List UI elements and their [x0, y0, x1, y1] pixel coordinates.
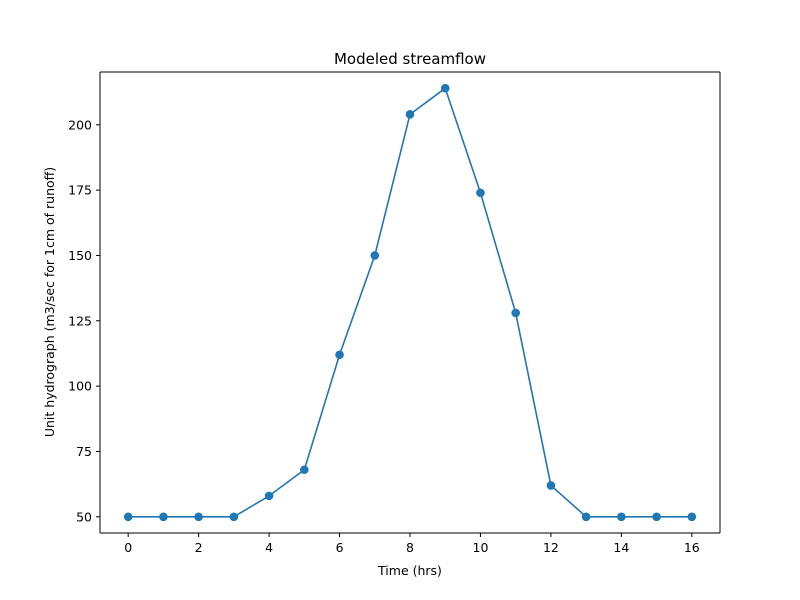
data-point-marker [476, 188, 485, 198]
chart-title: Modeled streamflow [334, 50, 486, 68]
x-tick-label: 16 [684, 540, 700, 555]
data-point-marker [405, 110, 415, 119]
x-tick-label: 10 [473, 540, 489, 555]
x-tick-label: 14 [613, 540, 629, 555]
y-tick-label: 150 [68, 248, 92, 263]
x-tick-label: 2 [195, 540, 203, 555]
x-axis-label: Time (hrs) [377, 563, 442, 578]
data-point-marker [687, 512, 697, 522]
data-point-marker [370, 251, 380, 260]
data-point-marker [194, 512, 203, 522]
data-point-marker [652, 512, 661, 522]
data-point-marker [229, 512, 239, 522]
y-axis-ticks: 50 75 100 125 150 175 200 [68, 117, 100, 524]
y-tick-label: 175 [68, 183, 92, 198]
y-tick-label: 50 [76, 509, 92, 524]
data-point-marker [617, 512, 626, 522]
x-tick-label: 0 [124, 540, 132, 555]
x-tick-label: 12 [543, 540, 559, 555]
data-point-marker [123, 512, 133, 522]
data-point-marker [300, 465, 309, 475]
y-tick-label: 125 [68, 313, 92, 328]
data-point-marker [264, 491, 274, 501]
plot-area [100, 72, 720, 533]
data-point-marker [581, 512, 591, 522]
y-tick-label: 100 [68, 379, 92, 394]
data-point-marker [440, 83, 450, 93]
x-axis-ticks: 0 2 4 6 8 10 12 14 16 [124, 533, 700, 555]
x-tick-label: 6 [336, 540, 344, 555]
data-point-marker [511, 308, 520, 318]
data-point-marker [546, 481, 556, 490]
series-layer [123, 83, 697, 522]
x-tick-label: 8 [406, 540, 414, 555]
x-tick-label: 4 [265, 540, 273, 555]
data-point-marker [159, 512, 168, 522]
data-point-marker [335, 350, 344, 360]
y-axis-label: Unit hydrograph (m3/sec for 1cm of runof… [42, 167, 57, 437]
axes-frame [99, 71, 721, 534]
y-tick-label: 75 [76, 444, 92, 459]
y-tick-label: 200 [68, 117, 92, 132]
